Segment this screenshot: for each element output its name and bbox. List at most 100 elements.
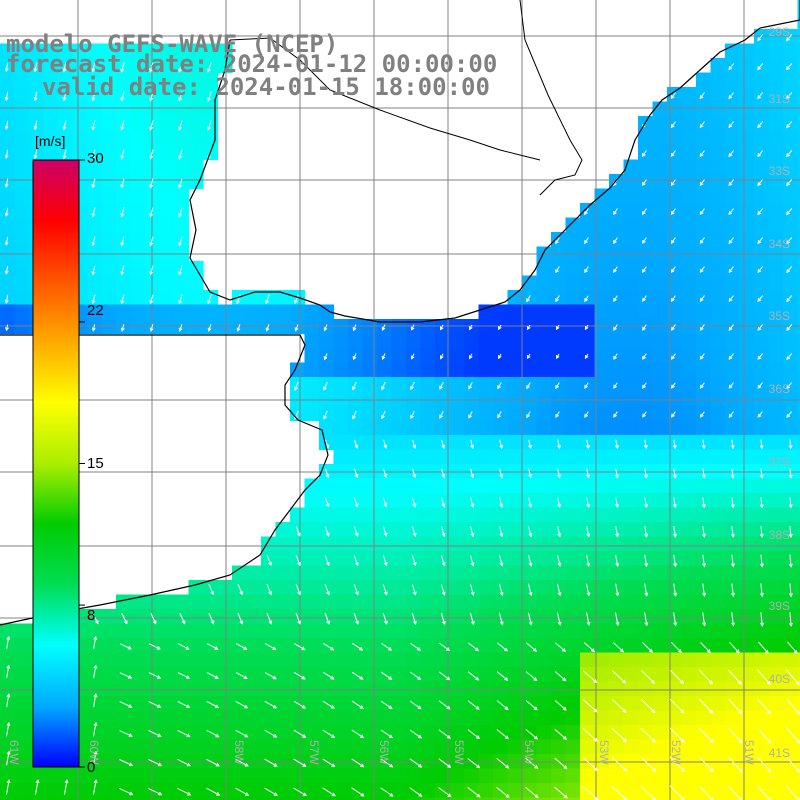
wind-speed-cell xyxy=(797,333,800,349)
wind-arrow xyxy=(62,120,67,131)
wind-speed-cell xyxy=(203,681,219,697)
wind-speed-cell xyxy=(623,478,639,494)
wind-speed-cell xyxy=(145,130,161,146)
wind-speed-cell xyxy=(217,710,233,726)
wind-speed-cell xyxy=(217,609,233,625)
wind-arrow xyxy=(351,700,364,709)
wind-speed-cell xyxy=(594,667,610,683)
wind-speed-cell xyxy=(797,783,800,799)
wind-speed-cell xyxy=(768,478,784,494)
wind-arrow xyxy=(93,693,98,708)
wind-speed-cell xyxy=(507,536,523,552)
wind-speed-cell xyxy=(594,406,610,422)
wind-speed-cell xyxy=(623,435,639,451)
wind-speed-cell xyxy=(116,188,132,204)
wind-speed-cell xyxy=(391,348,407,364)
wind-speed-cell xyxy=(638,652,654,668)
wind-arrow xyxy=(670,266,676,273)
wind-speed-cell xyxy=(420,348,436,364)
wind-speed-cell xyxy=(681,768,697,784)
wind-speed-cell xyxy=(116,159,132,175)
wind-speed-cell xyxy=(768,710,784,726)
wind-speed-cell xyxy=(420,551,436,567)
wind-speed-cell xyxy=(797,290,800,306)
wind-speed-cell xyxy=(652,304,668,320)
wind-arrow xyxy=(295,583,301,596)
wind-speed-cell xyxy=(478,304,494,320)
wind-speed-cell xyxy=(304,783,320,799)
wind-speed-cell xyxy=(420,319,436,335)
wind-speed-cell xyxy=(58,43,74,59)
wind-speed-cell xyxy=(333,783,349,799)
latitude-label: 31S xyxy=(769,92,790,106)
wind-arrow xyxy=(788,468,793,479)
wind-speed-cell xyxy=(377,797,393,800)
wind-speed-cell xyxy=(768,275,784,291)
wind-speed-cell xyxy=(304,478,320,494)
wind-arrow xyxy=(582,699,598,713)
wind-arrow xyxy=(758,641,769,654)
wind-speed-cell xyxy=(188,130,204,146)
wind-speed-cell xyxy=(754,710,770,726)
wind-arrow xyxy=(235,643,248,650)
wind-speed-cell xyxy=(246,565,262,581)
wind-speed-cell xyxy=(217,667,233,683)
wind-speed-cell xyxy=(87,652,103,668)
wind-speed-cell xyxy=(522,304,538,320)
wind-speed-cell xyxy=(565,478,581,494)
wind-speed-cell xyxy=(130,87,146,103)
wind-speed-cell xyxy=(551,304,567,320)
wind-arrow xyxy=(264,671,277,680)
wind-speed-cell xyxy=(710,261,726,277)
wind-speed-cell xyxy=(58,130,74,146)
wind-speed-cell xyxy=(420,536,436,552)
wind-speed-cell xyxy=(783,449,799,465)
wind-arrow xyxy=(759,525,764,539)
wind-speed-cell xyxy=(159,58,175,74)
colorbar-tick-0: 0 xyxy=(87,759,96,776)
wind-speed-cell xyxy=(116,797,132,800)
wind-speed-cell xyxy=(0,101,16,117)
wind-speed-cell xyxy=(478,406,494,422)
wind-speed-cell xyxy=(0,710,16,726)
wind-arrow xyxy=(788,583,793,598)
wind-speed-cell xyxy=(449,348,465,364)
wind-speed-cell xyxy=(420,522,436,538)
wind-speed-cell xyxy=(783,391,799,407)
wind-speed-cell xyxy=(536,638,552,654)
wind-speed-cell xyxy=(217,304,233,320)
wind-arrow xyxy=(409,787,423,797)
wind-speed-cell xyxy=(551,565,567,581)
wind-speed-cell xyxy=(652,377,668,393)
wind-speed-cell xyxy=(159,638,175,654)
wind-speed-cell xyxy=(710,159,726,175)
wind-arrow xyxy=(757,382,763,389)
wind-arrow xyxy=(525,786,539,799)
wind-arrow xyxy=(757,353,763,360)
wind-arrow xyxy=(699,324,705,331)
wind-speed-cell xyxy=(377,739,393,755)
wind-speed-cell xyxy=(493,362,509,378)
wind-speed-cell xyxy=(623,275,639,291)
wind-speed-cell xyxy=(130,304,146,320)
wind-speed-cell xyxy=(478,609,494,625)
wind-speed-cell xyxy=(739,638,755,654)
wind-speed-cell xyxy=(478,522,494,538)
wind-speed-cell xyxy=(464,391,480,407)
wind-speed-cell xyxy=(420,565,436,581)
wind-speed-cell xyxy=(159,275,175,291)
wind-speed-cell xyxy=(652,159,668,175)
wind-speed-cell xyxy=(304,580,320,596)
wind-arrow xyxy=(613,295,618,302)
wind-arrow xyxy=(496,758,510,769)
wind-speed-cell xyxy=(594,783,610,799)
wind-speed-cell xyxy=(768,319,784,335)
wind-speed-cell xyxy=(536,710,552,726)
wind-speed-cell xyxy=(507,565,523,581)
wind-speed-cell xyxy=(246,768,262,784)
wind-speed-cell xyxy=(667,275,683,291)
wind-speed-cell xyxy=(638,797,654,800)
wind-speed-cell xyxy=(145,43,161,59)
wind-speed-cell xyxy=(101,43,117,59)
wind-arrow xyxy=(469,324,473,331)
